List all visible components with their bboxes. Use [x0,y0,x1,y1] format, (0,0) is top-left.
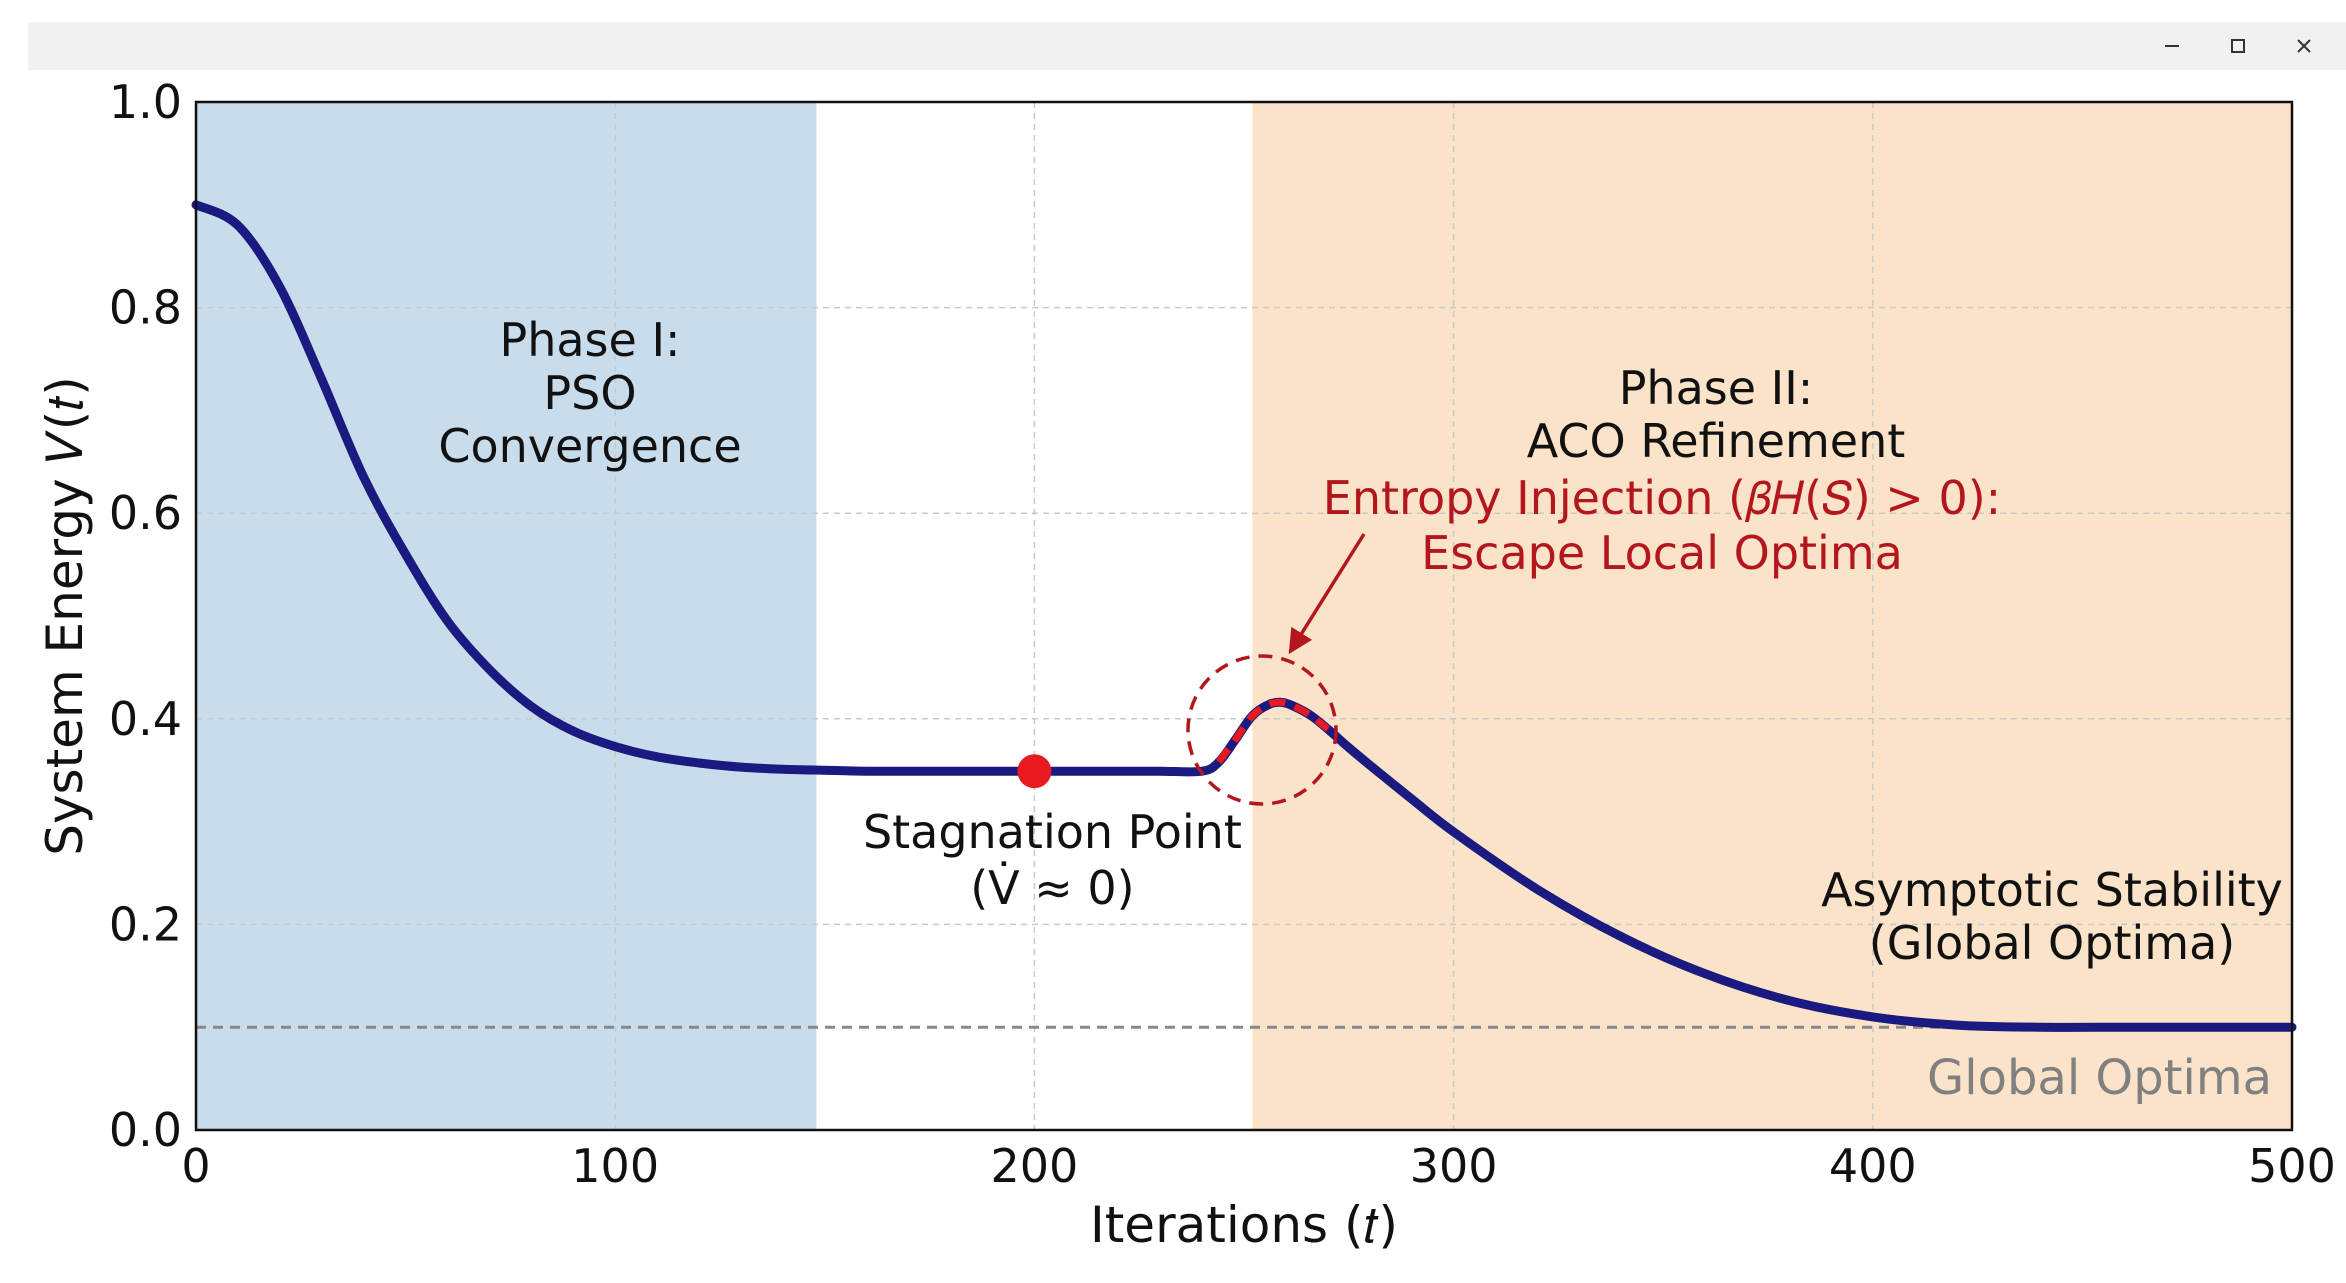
y-tick-label: 0.6 [109,486,182,540]
title-bar [28,22,2346,70]
x-axis-label: Iterations (𝑡) [1090,1196,1398,1254]
x-tick-label: 300 [1410,1139,1498,1193]
plot-frame [194,100,2294,1132]
energy-curve [191,200,2297,1032]
y-tick-label: 0.0 [109,1103,182,1157]
x-tick-label: 500 [2248,1139,2336,1193]
phase-2-label: ACO Refinement [1527,414,1906,468]
maximize-icon [2231,39,2245,53]
asymptotic-stability-label: Asymptotic Stability [1821,863,2283,917]
minimize-button[interactable] [2140,22,2204,70]
x-tick-label: 0 [181,1139,210,1193]
x-tick-label: 200 [990,1139,1078,1193]
y-tick-label: 1.0 [109,75,182,129]
entropy-bump-highlight [1215,698,1331,765]
close-icon [2297,39,2311,53]
stagnation-point-label: Stagnation Point [863,805,1242,859]
phase-1-region [196,102,817,1130]
x-tick-label: 400 [1829,1139,1917,1193]
entropy-highlight-circle [1186,654,1338,806]
y-tick-label: 0.2 [109,897,182,951]
phase-2-region [1252,102,2292,1130]
phase-1-label: PSO [543,366,636,420]
entropy-annotation-text: Escape Local Optima [1421,526,1903,580]
y-tick-label: 0.8 [109,281,182,335]
minimize-icon [2165,45,2179,47]
y-tick-label: 0.4 [109,692,182,746]
entropy-arrow [1288,533,1366,655]
entropy-annotation-text: Entropy Injection (𝛽𝐻(𝑆) > 0): [1323,471,2001,525]
stagnation-point-label: (V̇ ≈ 0) [970,861,1134,915]
asymptotic-stability-label: (Global Optima) [1869,916,2235,970]
x-tick-label: 100 [571,1139,659,1193]
y-axis-label: System Energy 𝑉(𝑡) [36,376,94,856]
phase-1-label: Convergence [438,419,741,473]
phase-1-label: Phase I: [499,313,680,367]
maximize-button[interactable] [2206,22,2270,70]
stagnation-point-marker [1017,754,1052,789]
close-button[interactable] [2272,22,2336,70]
global-optima-label: Global Optima [1927,1050,2272,1106]
phase-2-label: Phase II: [1619,361,1814,415]
